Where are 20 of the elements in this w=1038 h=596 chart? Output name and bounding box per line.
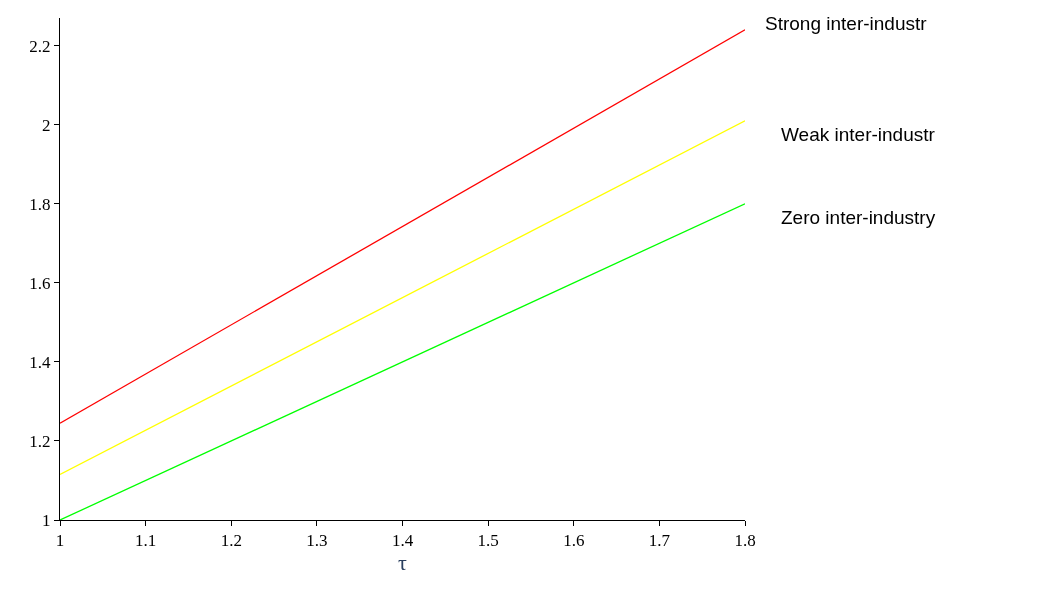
- x-tick-label: 1.7: [648, 531, 671, 551]
- x-tick-label: 1: [55, 531, 65, 551]
- x-axis-title: τ: [398, 550, 408, 576]
- y-tick-label: 2: [42, 115, 51, 135]
- series-label: Strong inter-industr: [765, 13, 928, 34]
- y-tick-label: 2.2: [29, 36, 51, 56]
- y-tick-label: 1.2: [29, 431, 51, 451]
- y-tick-label: 1.8: [29, 194, 51, 214]
- x-tick-label: 1.4: [391, 531, 414, 551]
- x-tick-label: 1.1: [135, 531, 157, 551]
- series-label: Weak inter-industr: [781, 124, 936, 145]
- x-tick-label: 1.2: [220, 531, 242, 551]
- y-tick-label: 1.4: [29, 352, 52, 372]
- y-tick-label: 1: [42, 510, 51, 530]
- y-tick-label: 1.6: [29, 273, 51, 293]
- x-tick-label: 1.8: [734, 531, 756, 551]
- x-tick-label: 1.5: [477, 531, 499, 551]
- x-tick-label: 1.6: [563, 531, 585, 551]
- x-tick-label: 1.3: [306, 531, 328, 551]
- series-label: Zero inter-industry: [781, 207, 936, 228]
